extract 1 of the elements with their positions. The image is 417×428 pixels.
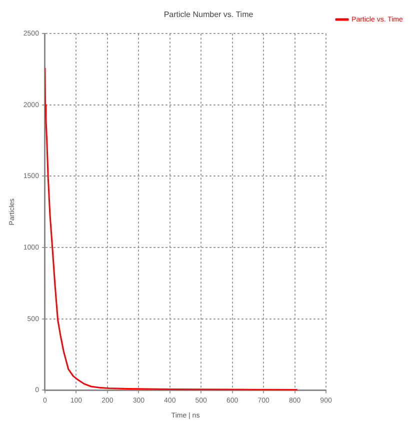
chart-title: Particle Number vs. Time bbox=[164, 10, 254, 20]
